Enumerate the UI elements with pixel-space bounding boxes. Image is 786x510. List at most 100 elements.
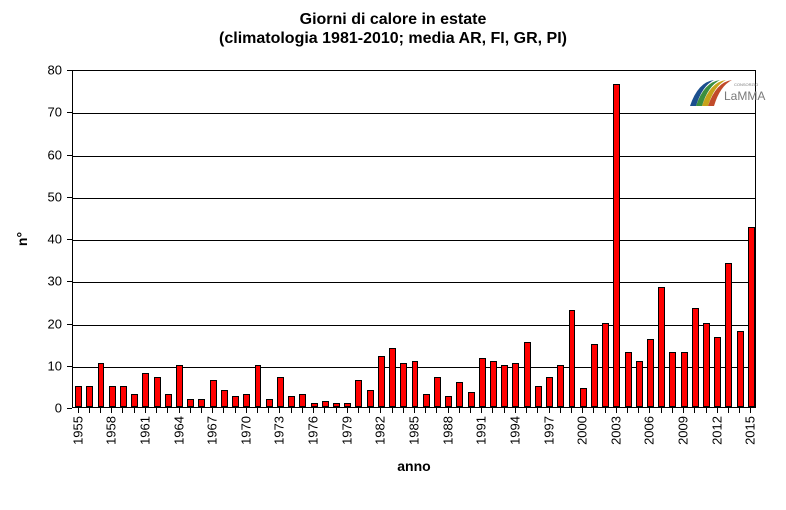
- x-tick-mark: [190, 408, 191, 413]
- x-tick-mark: [246, 408, 247, 413]
- x-tick-mark: [672, 408, 673, 413]
- x-tick-label: 1994: [507, 416, 522, 445]
- x-tick-mark: [425, 408, 426, 413]
- y-tick-mark: [67, 239, 72, 240]
- data-bar: [165, 394, 172, 407]
- x-tick-mark: [504, 408, 505, 413]
- y-tick-mark: [67, 281, 72, 282]
- y-tick-mark: [67, 324, 72, 325]
- data-bar: [344, 403, 351, 407]
- plot-area: [72, 70, 756, 408]
- data-bar: [748, 227, 755, 407]
- x-tick-mark: [369, 408, 370, 413]
- x-tick-mark: [537, 408, 538, 413]
- x-tick-mark: [728, 408, 729, 413]
- x-tick-mark: [179, 408, 180, 413]
- x-tick-mark: [78, 408, 79, 413]
- x-tick-label: 1997: [541, 416, 556, 445]
- grid-line: [73, 113, 755, 114]
- y-tick-label: 10: [0, 358, 62, 373]
- x-tick-mark: [459, 408, 460, 413]
- y-tick-label: 20: [0, 316, 62, 331]
- data-bar: [412, 361, 419, 407]
- x-tick-mark: [302, 408, 303, 413]
- x-tick-mark: [593, 408, 594, 413]
- y-tick-mark: [67, 155, 72, 156]
- lamma-logo: CONSORZIO LaMMA: [688, 78, 768, 112]
- y-tick-label: 80: [0, 63, 62, 78]
- data-bar: [176, 365, 183, 407]
- x-tick-mark: [347, 408, 348, 413]
- chart-title-line1: Giorni di calore in estate: [0, 10, 786, 29]
- data-bar: [681, 352, 688, 407]
- y-tick-label: 50: [0, 189, 62, 204]
- data-bar: [490, 361, 497, 407]
- grid-line: [73, 325, 755, 326]
- x-tick-mark: [156, 408, 157, 413]
- data-bar: [580, 388, 587, 407]
- x-tick-label: 2012: [709, 416, 724, 445]
- x-tick-label: 1985: [407, 416, 422, 445]
- x-tick-mark: [291, 408, 292, 413]
- data-bar: [524, 342, 531, 407]
- x-tick-label: 2015: [743, 416, 758, 445]
- x-tick-mark: [167, 408, 168, 413]
- x-tick-mark: [605, 408, 606, 413]
- x-tick-mark: [100, 408, 101, 413]
- x-tick-mark: [134, 408, 135, 413]
- data-bar: [613, 84, 620, 407]
- data-bar: [120, 386, 127, 407]
- y-tick-label: 60: [0, 147, 62, 162]
- x-tick-label: 1964: [171, 416, 186, 445]
- x-tick-mark: [111, 408, 112, 413]
- x-tick-label: 1955: [70, 416, 85, 445]
- data-bar: [434, 377, 441, 407]
- data-bar: [389, 348, 396, 407]
- x-tick-mark: [336, 408, 337, 413]
- data-bar: [243, 394, 250, 407]
- x-tick-mark: [560, 408, 561, 413]
- x-tick-mark: [122, 408, 123, 413]
- data-bar: [355, 380, 362, 407]
- data-bar: [647, 339, 654, 407]
- svg-text:LaMMA: LaMMA: [724, 89, 765, 103]
- x-tick-mark: [571, 408, 572, 413]
- heat-days-chart: Giorni di calore in estate (climatologia…: [0, 0, 786, 510]
- x-tick-label: 2003: [608, 416, 623, 445]
- data-bar: [277, 377, 284, 407]
- x-axis-title: anno: [397, 458, 430, 474]
- x-tick-mark: [414, 408, 415, 413]
- x-tick-mark: [448, 408, 449, 413]
- x-tick-mark: [739, 408, 740, 413]
- x-tick-mark: [436, 408, 437, 413]
- x-tick-label: 2000: [575, 416, 590, 445]
- y-tick-label: 30: [0, 274, 62, 289]
- data-bar: [703, 323, 710, 408]
- data-bar: [288, 396, 295, 407]
- data-bar: [445, 396, 452, 407]
- x-tick-mark: [313, 408, 314, 413]
- y-tick-mark: [67, 366, 72, 367]
- x-tick-mark: [706, 408, 707, 413]
- data-bar: [569, 310, 576, 407]
- data-bar: [669, 352, 676, 407]
- data-bar: [333, 403, 340, 407]
- data-bar: [98, 363, 105, 407]
- x-tick-label: 1958: [104, 416, 119, 445]
- data-bar: [625, 352, 632, 407]
- x-tick-mark: [661, 408, 662, 413]
- data-bar: [423, 394, 430, 407]
- x-tick-label: 2006: [642, 416, 657, 445]
- x-tick-mark: [694, 408, 695, 413]
- x-tick-label: 1973: [272, 416, 287, 445]
- x-tick-mark: [201, 408, 202, 413]
- y-tick-label: 40: [0, 232, 62, 247]
- x-tick-mark: [212, 408, 213, 413]
- x-tick-label: 1976: [306, 416, 321, 445]
- data-bar: [266, 399, 273, 407]
- data-bar: [221, 390, 228, 407]
- x-tick-mark: [649, 408, 650, 413]
- data-bar: [479, 358, 486, 407]
- x-tick-mark: [683, 408, 684, 413]
- grid-line: [73, 156, 755, 157]
